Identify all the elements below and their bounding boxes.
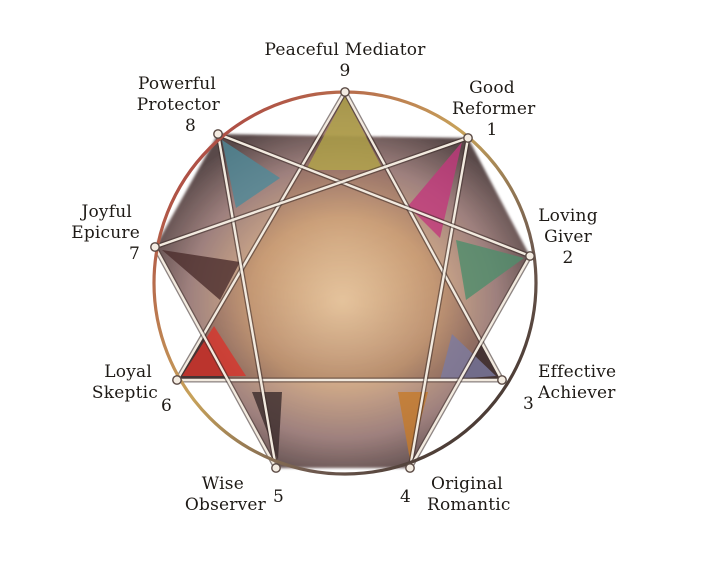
node-type-1 [463, 133, 473, 143]
type-9-number: 9 [339, 61, 351, 81]
node-type-3 [497, 375, 507, 385]
type-1-name-line2: Reformer [452, 99, 536, 119]
line-7-1 [153, 136, 470, 249]
type-2-name-line1: Loving [538, 206, 598, 226]
label-type-7: Joyful Epicure 7 [68, 202, 148, 265]
node-type-6 [172, 375, 182, 385]
wedge-type-7 [162, 250, 240, 300]
type-7-name-line2: Epicure [71, 223, 140, 243]
type-2-name-line2: Giver [544, 227, 592, 247]
label-type-3: Effective Achiever 3 [523, 362, 623, 414]
label-type-1: Good Reformer 1 [452, 78, 536, 141]
type-5-name-line2: Observer [184, 495, 266, 515]
type-4-number: 4 [400, 487, 412, 507]
label-type-5: Wise Observer 5 [180, 474, 284, 516]
line-9-3 [343, 90, 504, 382]
line-4-2 [408, 254, 532, 470]
label-type-6: Loyal Skeptic 6 [88, 362, 176, 416]
node-type-8 [213, 129, 223, 139]
type-6-name-line1: Loyal [104, 362, 152, 382]
type-2-number: 2 [562, 248, 574, 268]
type-nodes [150, 87, 535, 473]
type-8-name-line1: Powerful [137, 74, 216, 94]
type-3-name-line1: Effective [538, 362, 617, 382]
line-5-7 [153, 245, 278, 470]
label-type-4: Original Romantic 4 [400, 474, 510, 516]
node-type-4 [405, 463, 415, 473]
type-1-name-line1: Good [469, 78, 515, 98]
type-9-name: Peaceful Mediator [264, 40, 426, 60]
type-1-number: 1 [486, 120, 498, 140]
type-6-name-line2: Skeptic [91, 383, 158, 403]
line-6-9 [175, 90, 347, 382]
node-type-9 [340, 87, 350, 97]
type-7-name-line1: Joyful [81, 202, 132, 222]
type-4-name-line1: Original [431, 474, 503, 494]
node-type-2 [525, 251, 535, 261]
type-5-name-line1: Wise [201, 474, 244, 494]
wedge-type-2 [456, 240, 524, 300]
type-8-number: 8 [184, 116, 196, 136]
label-type-9: Peaceful Mediator 9 [262, 40, 428, 82]
label-type-8: Powerful Protector 8 [136, 74, 224, 137]
type-4-name-line2: Romantic [427, 495, 511, 515]
type-7-number: 7 [128, 244, 140, 264]
type-6-number: 6 [160, 396, 172, 416]
enneagram-lines [152, 89, 533, 471]
type-5-number: 5 [272, 487, 284, 507]
type-3-name-line2: Achiever [538, 383, 616, 403]
label-type-2: Loving Giver 2 [536, 206, 600, 269]
wedge-type-8 [222, 140, 280, 208]
wedge-type-9 [306, 96, 383, 170]
line-8-5 [216, 132, 278, 470]
node-type-5 [271, 463, 281, 473]
wedge-type-3 [440, 334, 496, 380]
line-2-8 [216, 132, 532, 258]
type-8-name-line2: Protector [136, 95, 220, 115]
type-3-number: 3 [523, 394, 535, 414]
node-type-7 [150, 242, 160, 252]
line-1-4 [408, 136, 470, 470]
